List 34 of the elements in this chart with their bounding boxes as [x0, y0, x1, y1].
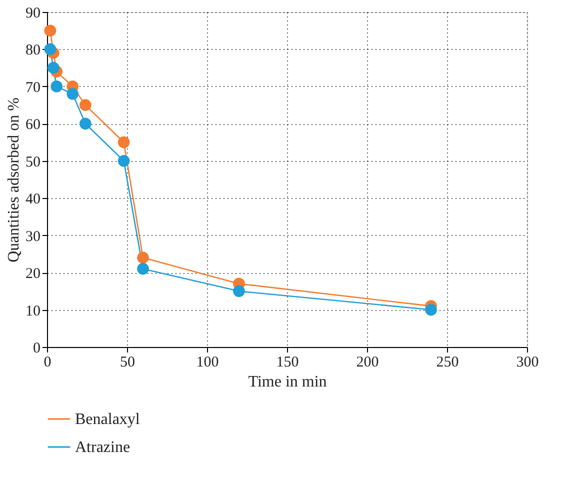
point — [137, 262, 149, 275]
y-tick-label: 80 — [26, 42, 40, 59]
y-tick-label: 70 — [26, 80, 40, 96]
point — [79, 118, 92, 130]
point — [44, 24, 56, 37]
x-tick-label: 50 — [120, 354, 135, 370]
point — [233, 285, 245, 298]
y-tick-label: 50 — [26, 154, 40, 170]
y-tick-label: 60 — [26, 117, 40, 134]
y-tick-label: 30 — [26, 228, 40, 245]
point — [79, 99, 92, 111]
y-tick-label: 0 — [33, 340, 40, 356]
x-tick-label: 250 — [436, 354, 459, 370]
point — [118, 154, 130, 167]
x-tick-label: 150 — [276, 354, 299, 370]
point — [425, 304, 437, 316]
point — [44, 43, 56, 56]
x-tick-label: 100 — [196, 354, 219, 370]
y-tick-label: 90 — [26, 6, 40, 22]
y-tick-label: 10 — [26, 303, 40, 320]
point — [118, 136, 130, 148]
point — [47, 62, 60, 74]
legend-label: Atrazine — [75, 439, 130, 456]
point — [137, 252, 149, 264]
x-tick-label: 300 — [516, 354, 539, 370]
y-tick-label: 20 — [26, 266, 40, 282]
x-axis-title: Time in min — [248, 374, 327, 390]
x-tick-label: 0 — [44, 354, 52, 370]
point — [66, 88, 79, 100]
y-tick-label: 40 — [26, 192, 40, 208]
point — [50, 80, 63, 92]
legend-label: Benalaxyl — [75, 411, 140, 428]
y-axis-title: Quantities adsorbed on % — [6, 98, 22, 262]
x-tick-label: 200 — [356, 354, 379, 370]
